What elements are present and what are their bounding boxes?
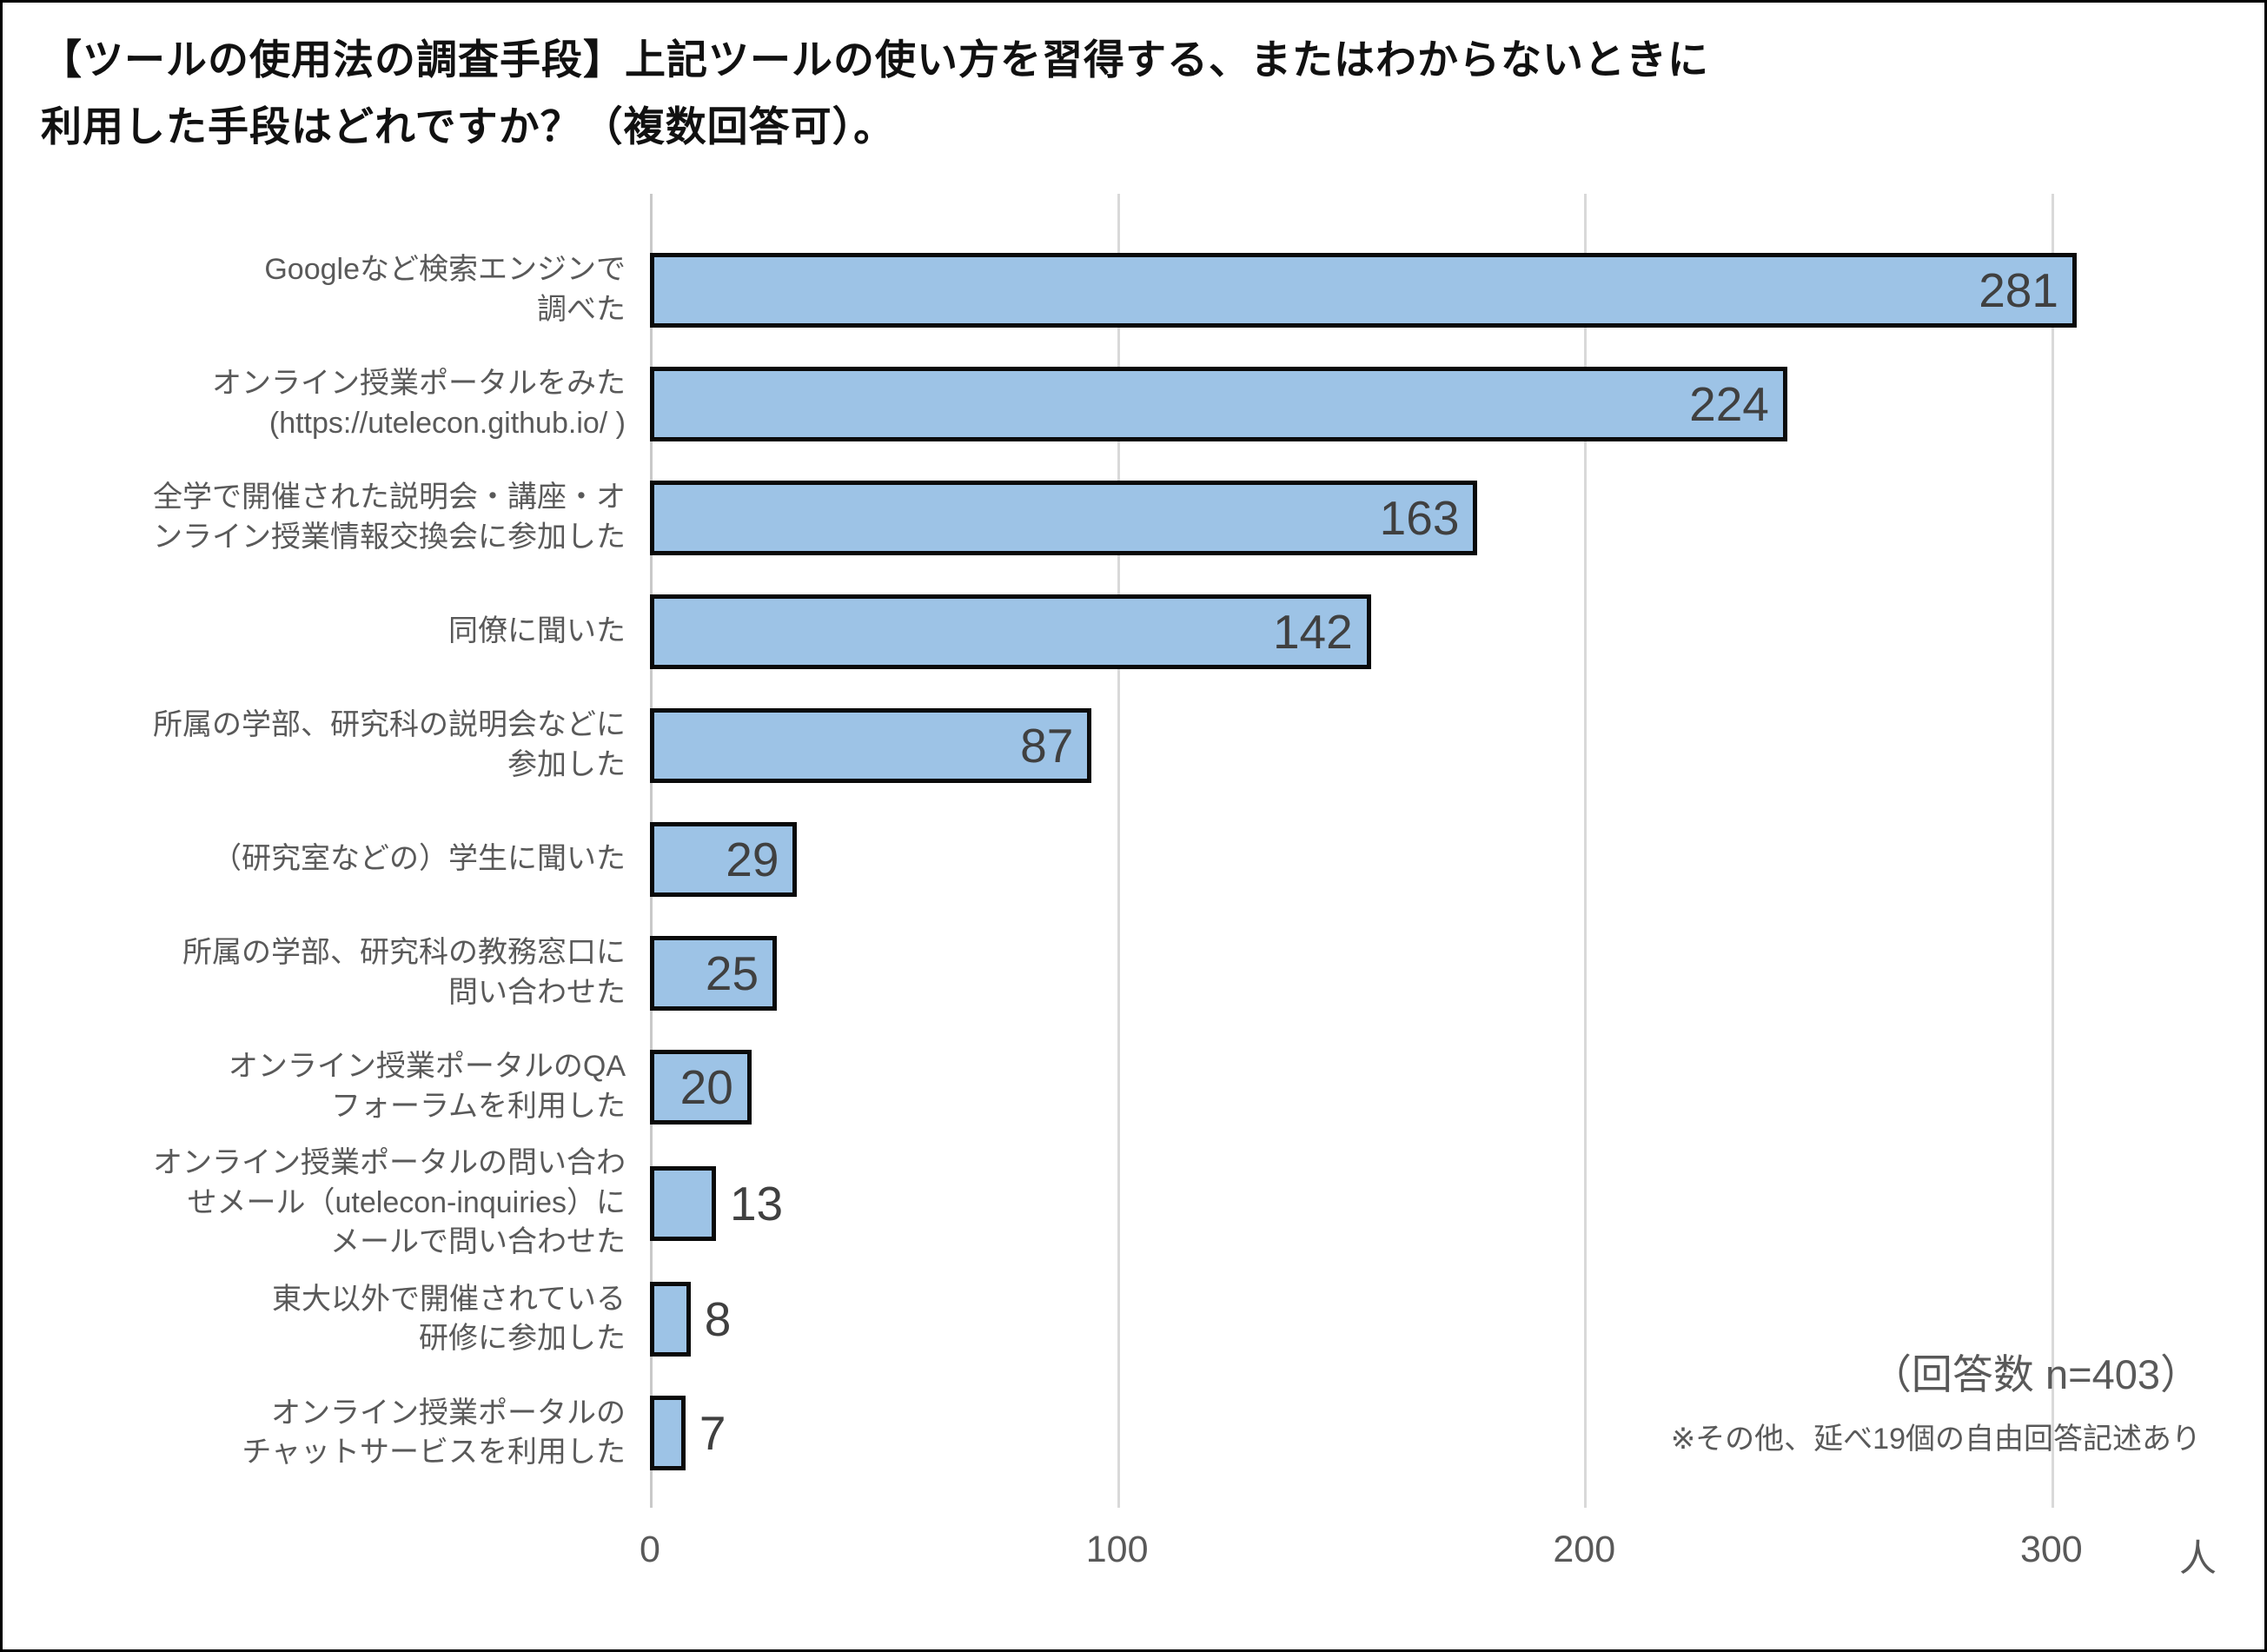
category-label: 同僚に聞いた <box>3 574 650 688</box>
gridline <box>1584 194 1588 1508</box>
category-label: オンライン授業ポータルをみた (https://utelecon.github.i… <box>3 347 650 461</box>
x-tick-label: 300 <box>2019 1529 2083 1570</box>
category-label: Googleなど検索エンジンで調べた <box>3 233 650 347</box>
bar: 29 <box>650 821 798 897</box>
chart-title: 【ツールの使用法の調査手段】上記ツールの使い方を習得する、またはわからないときに… <box>41 27 2230 160</box>
category-label-line: オンライン授業ポータルのQA <box>228 1050 626 1084</box>
chart-row: オンライン授業ポータルのチャットサービスを利用した 7 <box>3 1377 2264 1490</box>
category-label-line: ンライン授業情報交換会に参加した <box>153 520 626 554</box>
bar: 25 <box>650 935 778 1011</box>
x-tick-label: 0 <box>640 1529 660 1570</box>
bar <box>650 1165 716 1241</box>
category-label-line: 東大以外で開催されている <box>272 1282 626 1316</box>
bar-track: 224 <box>650 347 2264 461</box>
chart-row: Googleなど検索エンジンで調べた 281 <box>3 233 2264 347</box>
chart-row: 同僚に聞いた 142 <box>3 574 2264 688</box>
category-label-line: メールで問い合わせた <box>330 1225 626 1259</box>
value-label: 8 <box>704 1292 732 1347</box>
value-label: 25 <box>705 945 759 1000</box>
chart-row: 所属の学部、研究科の説明会などに参加した 87 <box>3 688 2264 802</box>
chart-row: オンライン授業ポータルの問い合わせメール（utelecon-inquiries）… <box>3 1144 2264 1263</box>
category-label: オンライン授業ポータルの問い合わせメール（utelecon-inquiries）… <box>3 1144 650 1263</box>
bar <box>650 1282 691 1357</box>
value-label: 29 <box>726 832 779 886</box>
chart-title-line2: 利用した手段はどれですか？（複数回答可）。 <box>41 103 896 149</box>
chart-row: オンライン授業ポータルのQA フォーラムを利用した 20 <box>3 1030 2264 1144</box>
chart-row: オンライン授業ポータルをみた (https://utelecon.github.i… <box>3 347 2264 461</box>
bar: 281 <box>650 252 2077 328</box>
category-label: 所属の学部、研究科の説明会などに参加した <box>3 688 650 802</box>
bar-track: 7 <box>650 1377 2264 1490</box>
category-label-line: チャットサービスを利用した <box>242 1436 626 1470</box>
category-label: 所属の学部、研究科の教務窓口に問い合わせた <box>3 916 650 1030</box>
bar: 224 <box>650 366 1787 441</box>
bar-track: 13 <box>650 1144 2264 1263</box>
bar: 87 <box>650 707 1092 783</box>
category-label-line: Googleなど検索エンジンで <box>264 252 626 286</box>
value-label: 281 <box>1979 262 2058 317</box>
category-label-line: 所属の学部、研究科の教務窓口に <box>182 936 626 970</box>
bar <box>650 1396 686 1471</box>
category-label-line: オンライン授業ポータルの <box>271 1396 626 1430</box>
bar: 20 <box>650 1049 752 1125</box>
category-label-line: フォーラムを利用した <box>331 1089 626 1123</box>
category-label-line: オンライン授業ポータルの問い合わ <box>153 1146 626 1180</box>
category-label-line: （研究室などの）学生に聞いた <box>212 841 626 875</box>
chart-rows: Googleなど検索エンジンで調べた 281 オンライン授業ポータルをみた (http… <box>3 233 2264 1490</box>
bar: 163 <box>650 480 1478 555</box>
value-label: 142 <box>1272 604 1353 659</box>
bar-track: 163 <box>650 461 2264 574</box>
x-axis: 0 100 200 300 人 <box>640 1529 2217 1581</box>
value-label: 87 <box>1020 718 1074 773</box>
category-label-line: 調べた <box>537 292 626 326</box>
value-label: 7 <box>699 1406 726 1461</box>
bar-track: 8 <box>650 1263 2264 1377</box>
gridline <box>1117 194 1120 1508</box>
category-label-line: 問い合わせた <box>448 975 626 1009</box>
bar-track: 20 <box>650 1030 2264 1144</box>
category-label: オンライン授業ポータルのQA フォーラムを利用した <box>3 1030 650 1144</box>
category-label-line: 研修に参加した <box>419 1322 626 1356</box>
category-label-line: 全学で開催された説明会・講座・オ <box>153 481 626 514</box>
other-responses-note: ※その他、延べ19個の自由回答記述あり <box>1670 1423 2201 1456</box>
bar-track: 142 <box>650 574 2264 688</box>
value-label: 224 <box>1689 376 1769 431</box>
x-axis-unit: 人 <box>2179 1538 2217 1580</box>
chart-title-line1: 【ツールの使用法の調査手段】上記ツールの使い方を習得する、またはわからないときに <box>41 36 1709 83</box>
bar-track: 25 <box>650 916 2264 1030</box>
category-label: 東大以外で開催されている研修に参加した <box>3 1263 650 1377</box>
category-label-line: 同僚に聞いた <box>448 614 626 647</box>
category-label-line: 参加した <box>507 747 626 781</box>
category-label: 全学で開催された説明会・講座・オ ンライン授業情報交換会に参加した <box>3 461 650 574</box>
bar: 142 <box>650 594 1371 669</box>
chart-row: 東大以外で開催されている研修に参加した 8 <box>3 1263 2264 1377</box>
bar-track: 87 <box>650 688 2264 802</box>
category-label: （研究室などの）学生に聞いた <box>3 802 650 916</box>
category-label-line: オンライン授業ポータルをみた <box>212 367 626 400</box>
x-tick-label: 200 <box>1553 1529 1616 1570</box>
gridline <box>2051 194 2054 1508</box>
response-count-note: （回答数 n=403） <box>1870 1351 2201 1397</box>
bar-chart: Googleなど検索エンジンで調べた 281 オンライン授業ポータルをみた (http… <box>3 194 2264 1649</box>
bar-track: 29 <box>650 802 2264 916</box>
value-label: 163 <box>1379 490 1460 545</box>
chart-row: 所属の学部、研究科の教務窓口に問い合わせた 25 <box>3 916 2264 1030</box>
category-label: オンライン授業ポータルのチャットサービスを利用した <box>3 1377 650 1490</box>
bar-track: 281 <box>650 233 2264 347</box>
category-label-line: せメール（utelecon-inquiries）に <box>187 1185 626 1219</box>
chart-row: （研究室などの）学生に聞いた 29 <box>3 802 2264 916</box>
category-label-line: 所属の学部、研究科の説明会などに <box>153 708 626 742</box>
chart-row: 全学で開催された説明会・講座・オ ンライン授業情報交換会に参加した 163 <box>3 461 2264 574</box>
value-label: 20 <box>679 1059 733 1114</box>
value-label: 13 <box>729 1176 784 1231</box>
category-label-line: (https://utelecon.github.io/ ) <box>268 406 626 440</box>
annotation-block: （回答数 n=403） ※その他、延べ19個の自由回答記述あり <box>1671 1341 2201 1457</box>
x-tick-label: 100 <box>1085 1529 1149 1570</box>
